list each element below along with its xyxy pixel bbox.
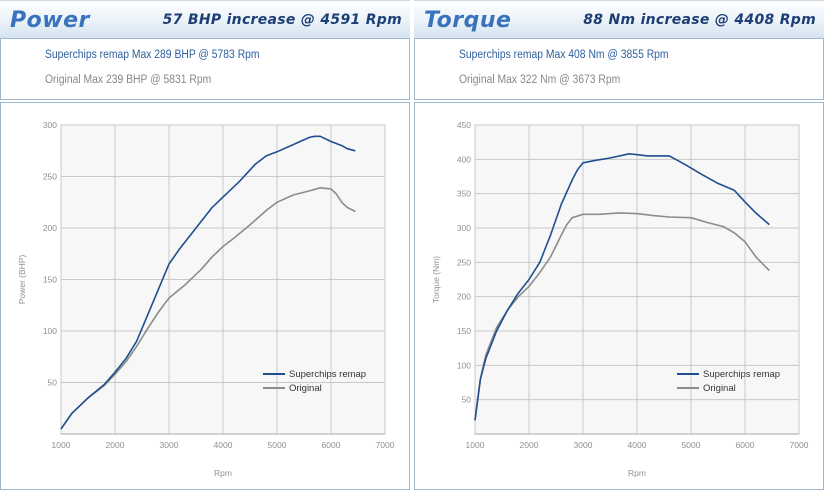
torque-panel: Torque 88 Nm increase @ 4408 Rpm Superch… [414, 0, 824, 492]
torque-series-remap [474, 152, 770, 421]
power-increase-text: 57 BHP increase @ 4591 Rpm [162, 12, 402, 28]
torque-x-axis-label: Rpm [628, 468, 646, 478]
power-x-tick-label: 2000 [106, 440, 125, 450]
power-chart: 1000 2000 3000 4000 5000 6000 7000 50 100 150 200 2… [17, 120, 395, 478]
torque-x-tick-label: 4000 [628, 440, 647, 450]
torque-y-tick-label: 350 [457, 189, 471, 199]
torque-remap-max: Superchips remap Max 408 Nm @ 3855 Rpm [459, 49, 669, 61]
power-remap-max: Superchips remap Max 289 BHP @ 5783 Rpm [45, 49, 260, 61]
power-x-tick-label: 1000 [52, 440, 71, 450]
power-x-tick-label: 4000 [214, 440, 233, 450]
power-y-tick-label: 100 [43, 326, 57, 336]
torque-y-axis-label: Torque (Nm) [431, 256, 441, 303]
torque-increase-text: 88 Nm increase @ 4408 Rpm [583, 12, 816, 28]
power-y-tick-label: 250 [43, 172, 57, 182]
torque-x-tick-label: 5000 [682, 440, 701, 450]
power-legend-label-original: Original [289, 383, 322, 394]
torque-y-tick-label: 400 [457, 154, 471, 164]
power-x-tick-label: 5000 [268, 440, 287, 450]
torque-x-tick-label: 1000 [466, 440, 485, 450]
torque-y-tick-label: 450 [457, 120, 471, 130]
torque-x-tick-label: 3000 [574, 440, 593, 450]
power-x-tick-label: 3000 [160, 440, 179, 450]
power-x-tick-label: 7000 [376, 440, 395, 450]
power-info-box: Superchips remap Max 289 BHP @ 5783 Rpm … [0, 38, 410, 100]
torque-y-tick-label: 250 [457, 257, 471, 267]
torque-y-tick-label: 150 [457, 326, 471, 336]
power-x-tick-label: 6000 [322, 440, 341, 450]
torque-y-tick-label: 50 [462, 395, 472, 405]
power-title: Power [10, 8, 90, 33]
power-panel: Power 57 BHP increase @ 4591 Rpm Superch… [0, 0, 410, 492]
power-y-tick-label: 200 [43, 223, 57, 233]
power-x-axis-label: Rpm [214, 468, 232, 478]
torque-chart-box: 1000 2000 3000 4000 5000 6000 7000 50 100 150 200 2… [414, 102, 824, 490]
torque-title: Torque [424, 8, 512, 33]
torque-legend-label-remap: Superchips remap [703, 369, 780, 380]
torque-legend-label-original: Original [703, 383, 736, 394]
power-y-tick-label: 300 [43, 120, 57, 130]
power-y-tick-label: 50 [48, 378, 58, 388]
power-series-original [60, 187, 356, 430]
torque-x-tick-label: 2000 [520, 440, 539, 450]
torque-x-tick-label: 6000 [736, 440, 755, 450]
torque-y-tick-label: 200 [457, 292, 471, 302]
power-original-max: Original Max 239 BHP @ 5831 Rpm [45, 74, 212, 86]
torque-x-tick-label: 7000 [790, 440, 809, 450]
power-legend-label-remap: Superchips remap [289, 369, 366, 380]
torque-info-box: Superchips remap Max 408 Nm @ 3855 Rpm O… [414, 38, 824, 100]
power-header: Power 57 BHP increase @ 4591 Rpm [0, 0, 410, 40]
torque-original-max: Original Max 322 Nm @ 3673 Rpm [459, 74, 621, 86]
torque-header: Torque 88 Nm increase @ 4408 Rpm [414, 0, 824, 40]
torque-chart: 1000 2000 3000 4000 5000 6000 7000 50 100 150 200 2… [431, 120, 809, 478]
power-series-remap [60, 135, 356, 430]
power-y-axis-label: Power (BHP) [17, 255, 27, 305]
power-y-tick-label: 150 [43, 275, 57, 285]
torque-y-tick-label: 300 [457, 223, 471, 233]
power-chart-box: 1000 2000 3000 4000 5000 6000 7000 50 100 150 200 2… [0, 102, 410, 490]
torque-y-tick-label: 100 [457, 360, 471, 370]
